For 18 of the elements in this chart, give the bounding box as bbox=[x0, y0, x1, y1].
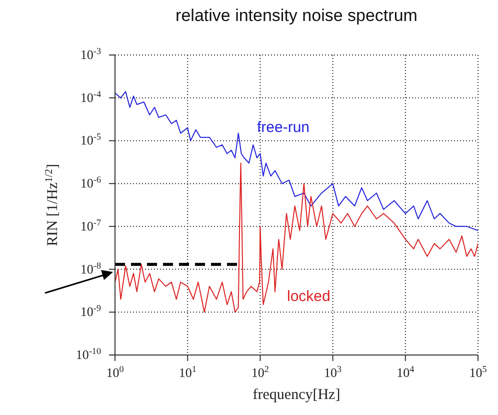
y-tick-label: 10$^{-6}$ bbox=[80, 174, 102, 191]
y-tick-label: 10$^{-8}$ bbox=[80, 260, 102, 276]
x-axis-title: frequency[Hz] bbox=[252, 387, 340, 403]
chart-title: relative intensity noise spectrum bbox=[174, 6, 418, 26]
x-tick-label: 10$^{3}$ bbox=[324, 364, 342, 380]
x-tick-label: 10$^{1}$ bbox=[178, 364, 196, 380]
x-tick-label: 10$^{2}$ bbox=[251, 364, 270, 380]
x-tick-label: 10$^{4}$ bbox=[396, 364, 415, 380]
y-tick-label: 10$^{-5}$ bbox=[80, 132, 102, 148]
y-tick-label: 10$^{-4}$ bbox=[80, 88, 102, 105]
x-tick-label: 10$^{5}$ bbox=[469, 364, 488, 380]
y-tick-label: 10$^{-10}$ bbox=[76, 346, 102, 362]
y-tick-label: 10$^{-9}$ bbox=[80, 303, 102, 320]
y-tick-label: 10$^{-7}$ bbox=[80, 217, 102, 234]
series-label: locked bbox=[287, 288, 330, 305]
series-label: free-run bbox=[257, 119, 310, 136]
y-tick-label: 10$^{-3}$ bbox=[80, 46, 102, 62]
x-tick-label: 10$^{0}$ bbox=[106, 364, 124, 380]
